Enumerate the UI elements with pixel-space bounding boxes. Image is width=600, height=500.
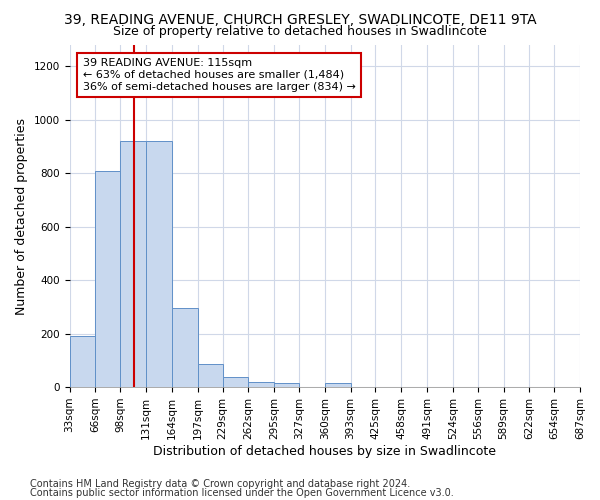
Bar bbox=[146, 141, 172, 387]
Bar bbox=[120, 141, 146, 387]
Text: 39, READING AVENUE, CHURCH GRESLEY, SWADLINCOTE, DE11 9TA: 39, READING AVENUE, CHURCH GRESLEY, SWAD… bbox=[64, 12, 536, 26]
Bar bbox=[172, 308, 197, 387]
Bar bbox=[274, 383, 299, 387]
Text: Size of property relative to detached houses in Swadlincote: Size of property relative to detached ho… bbox=[113, 25, 487, 38]
Text: 39 READING AVENUE: 115sqm
← 63% of detached houses are smaller (1,484)
36% of se: 39 READING AVENUE: 115sqm ← 63% of detac… bbox=[83, 58, 356, 92]
Bar bbox=[325, 383, 350, 387]
Bar bbox=[70, 336, 95, 387]
Bar bbox=[95, 170, 120, 387]
Bar bbox=[248, 382, 274, 387]
X-axis label: Distribution of detached houses by size in Swadlincote: Distribution of detached houses by size … bbox=[153, 444, 496, 458]
Text: Contains public sector information licensed under the Open Government Licence v3: Contains public sector information licen… bbox=[30, 488, 454, 498]
Bar bbox=[223, 377, 248, 387]
Bar bbox=[197, 364, 223, 387]
Y-axis label: Number of detached properties: Number of detached properties bbox=[15, 118, 28, 314]
Text: Contains HM Land Registry data © Crown copyright and database right 2024.: Contains HM Land Registry data © Crown c… bbox=[30, 479, 410, 489]
